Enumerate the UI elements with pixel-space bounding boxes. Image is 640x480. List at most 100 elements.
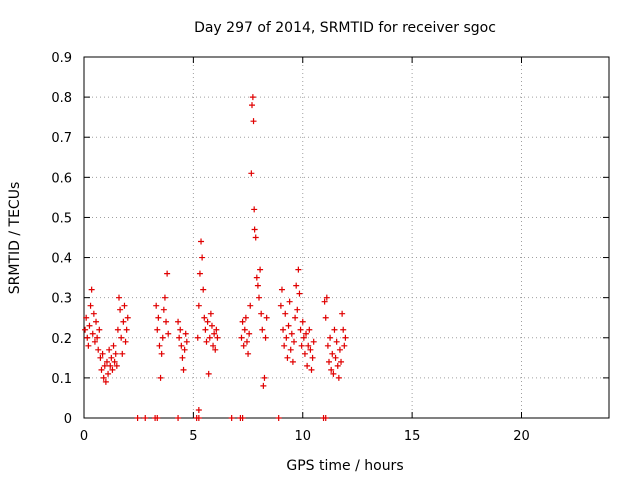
data-point — [123, 326, 130, 333]
data-point — [101, 362, 108, 369]
data-points — [82, 94, 349, 421]
data-point — [178, 342, 185, 349]
data-point — [250, 118, 257, 125]
data-point — [194, 334, 201, 341]
data-point — [183, 338, 190, 345]
data-point — [154, 326, 161, 333]
grid-lines — [84, 57, 609, 418]
data-point — [153, 302, 160, 309]
plot-frame — [83, 56, 610, 419]
data-point — [182, 330, 189, 337]
data-point — [309, 354, 316, 361]
data-point — [208, 322, 215, 329]
data-point — [336, 346, 343, 353]
data-point — [246, 330, 253, 337]
data-point — [282, 310, 289, 317]
data-point — [310, 338, 317, 345]
data-point — [241, 326, 248, 333]
data-point — [84, 334, 91, 341]
data-point — [114, 326, 121, 333]
y-tick-label: 0.2 — [51, 332, 72, 347]
data-point — [164, 270, 171, 277]
data-point — [332, 354, 339, 361]
data-point — [326, 358, 332, 365]
data-point — [296, 290, 303, 297]
data-point — [300, 334, 307, 341]
data-point — [86, 322, 93, 329]
data-point — [83, 314, 90, 321]
data-point — [120, 318, 127, 325]
data-point — [200, 286, 207, 293]
data-point — [327, 334, 334, 341]
data-point — [203, 338, 210, 345]
data-point — [204, 318, 211, 325]
data-point — [253, 274, 260, 281]
data-point — [94, 334, 101, 341]
data-point — [161, 294, 168, 301]
data-point — [297, 326, 304, 333]
data-point — [110, 342, 117, 349]
data-point — [257, 266, 264, 273]
data-point — [252, 234, 259, 241]
data-point — [98, 366, 105, 373]
y-tick-label: 0 — [64, 412, 72, 427]
data-point — [109, 366, 116, 373]
data-point — [284, 354, 291, 361]
data-point — [329, 350, 336, 357]
data-point — [195, 406, 202, 413]
data-point — [82, 326, 89, 333]
y-tick-label: 0.8 — [51, 91, 72, 106]
data-point — [142, 415, 149, 421]
data-point — [108, 354, 115, 361]
data-point — [107, 362, 114, 369]
data-point — [91, 338, 98, 345]
data-point — [247, 302, 254, 309]
data-point — [291, 338, 297, 345]
data-point — [213, 326, 220, 333]
data-point — [287, 346, 294, 353]
data-point — [124, 314, 131, 321]
data-point — [96, 326, 103, 333]
y-tick-label: 0.6 — [51, 171, 72, 186]
data-point — [88, 286, 95, 293]
data-point — [261, 374, 268, 381]
data-point — [306, 326, 313, 333]
data-point — [134, 415, 141, 421]
data-point — [330, 370, 337, 377]
data-point — [283, 334, 290, 341]
data-point — [211, 330, 218, 337]
data-point — [248, 170, 255, 177]
x-tick-label: 15 — [404, 429, 421, 444]
data-point — [286, 298, 293, 305]
data-point — [177, 326, 184, 333]
data-point — [339, 310, 346, 317]
chart-title: Day 297 of 2014, SRMTID for receiver sgo… — [194, 20, 496, 36]
y-tick-label: 0.7 — [51, 131, 72, 146]
data-point — [102, 378, 109, 385]
data-point — [240, 342, 247, 349]
data-point — [112, 350, 119, 357]
y-tick-label: 0.4 — [51, 252, 72, 267]
data-point — [93, 318, 100, 325]
data-point — [277, 302, 284, 309]
data-point — [341, 342, 348, 349]
data-point — [119, 350, 126, 357]
data-point — [331, 326, 338, 333]
data-point — [207, 310, 214, 317]
x-tick-label: 20 — [513, 429, 530, 444]
data-point — [342, 334, 349, 341]
data-point — [163, 318, 170, 325]
data-point — [245, 350, 252, 357]
data-point — [100, 374, 107, 381]
data-point — [122, 338, 129, 345]
data-point — [254, 282, 261, 289]
data-point — [280, 326, 287, 333]
data-point — [303, 330, 310, 337]
data-point — [212, 346, 219, 353]
data-point — [181, 346, 188, 353]
data-point — [97, 354, 104, 361]
data-point — [289, 358, 296, 365]
data-point — [243, 338, 250, 345]
data-point — [294, 306, 301, 313]
